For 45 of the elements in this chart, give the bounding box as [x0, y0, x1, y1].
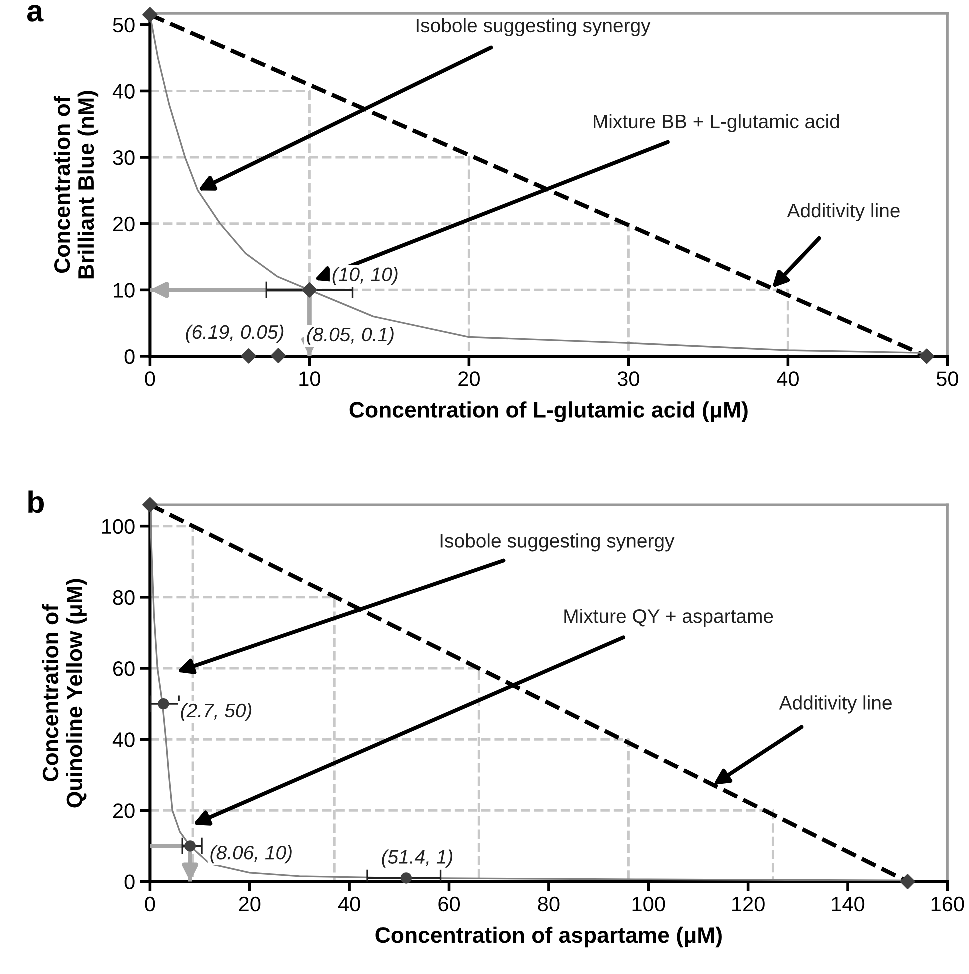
annotation: Isobole suggesting synergy	[416, 18, 651, 36]
x-tick-label: 50	[936, 372, 958, 386]
y-axis-title: Concentration of Brilliant Blue (nM)	[54, 91, 99, 279]
chart-title: a	[27, 5, 44, 22]
x-tick-label: 80	[538, 896, 560, 912]
x-tick-label: 120	[732, 896, 765, 912]
x-tick-label: 60	[438, 896, 460, 912]
x-tick-label: 20	[239, 896, 261, 912]
y-tick-label: 0	[124, 874, 135, 890]
data-label: (6.19, 0.05)	[186, 324, 284, 343]
annotation: Additivity line	[787, 203, 900, 222]
annotation: Additivity line	[779, 696, 892, 714]
y-tick-label: 40	[112, 84, 135, 99]
x-tick-label: 40	[338, 896, 360, 912]
x-tick-label: 100	[632, 896, 666, 912]
y-tick-label: 60	[114, 662, 135, 676]
data-label: (8.06, 10)	[210, 845, 292, 864]
x-axis-title: Concentration of aspartame (μM)	[376, 926, 722, 948]
x-tick-label: 0	[145, 372, 156, 386]
x-tick-label: 40	[777, 372, 799, 386]
y-tick-label: 0	[124, 349, 135, 364]
x-tick-label: 0	[145, 896, 156, 912]
annotation: Isobole suggesting synergy	[440, 534, 675, 552]
chart-title: b	[28, 490, 44, 514]
x-tick-label: 30	[618, 372, 640, 386]
x-tick-label: 20	[458, 372, 480, 386]
y-tick-label: 80	[113, 590, 135, 606]
y-tick-label: 30	[113, 150, 135, 166]
y-axis-title: Concentration of Quinoline Yellow (μM)	[42, 579, 87, 808]
x-axis-title: Concentration of L-glutamic acid (μM)	[350, 402, 748, 422]
y-tick-label: 40	[112, 732, 135, 748]
annotation: Mixture QY + aspartame	[564, 608, 774, 628]
y-tick-label: 100	[102, 519, 135, 534]
y-tick-label: 20	[113, 216, 135, 232]
y-tick-label: 20	[113, 804, 135, 818]
x-tick-label: 140	[832, 896, 865, 912]
data-label: (51.4, 1)	[382, 850, 453, 868]
annotation: Mixture BB + L-glutamic acid	[594, 114, 840, 132]
data-label: (2.7, 50)	[181, 703, 252, 722]
x-tick-label: 10	[300, 372, 320, 386]
y-tick-label: 50	[113, 18, 135, 33]
y-tick-label: 10	[114, 283, 135, 298]
x-tick-label: 160	[932, 896, 964, 912]
data-label: (10, 10)	[332, 267, 398, 286]
data-label: (8.05, 0.1)	[307, 327, 394, 346]
